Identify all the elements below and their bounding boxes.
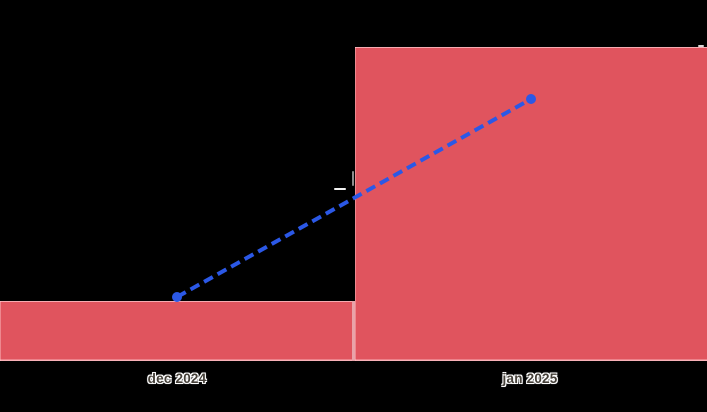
- bar-dec-2024[interactable]: [0, 301, 352, 361]
- white-dash-top-right-corner: [698, 45, 704, 48]
- x-axis-label-dec-2024: dec 2024: [147, 371, 207, 386]
- trend-endpoint-dot-1[interactable]: [172, 292, 182, 302]
- trend-endpoint-dot-2[interactable]: [526, 94, 536, 104]
- white-dash-mid-left-of-bar2: [334, 188, 346, 191]
- bar-gap-sliver: [352, 301, 355, 361]
- trend-dashed-line: [176, 97, 532, 299]
- x-axis-label-jan-2025: jan 2025: [502, 371, 558, 386]
- white-sliver-bar2-left-edge: [352, 171, 354, 186]
